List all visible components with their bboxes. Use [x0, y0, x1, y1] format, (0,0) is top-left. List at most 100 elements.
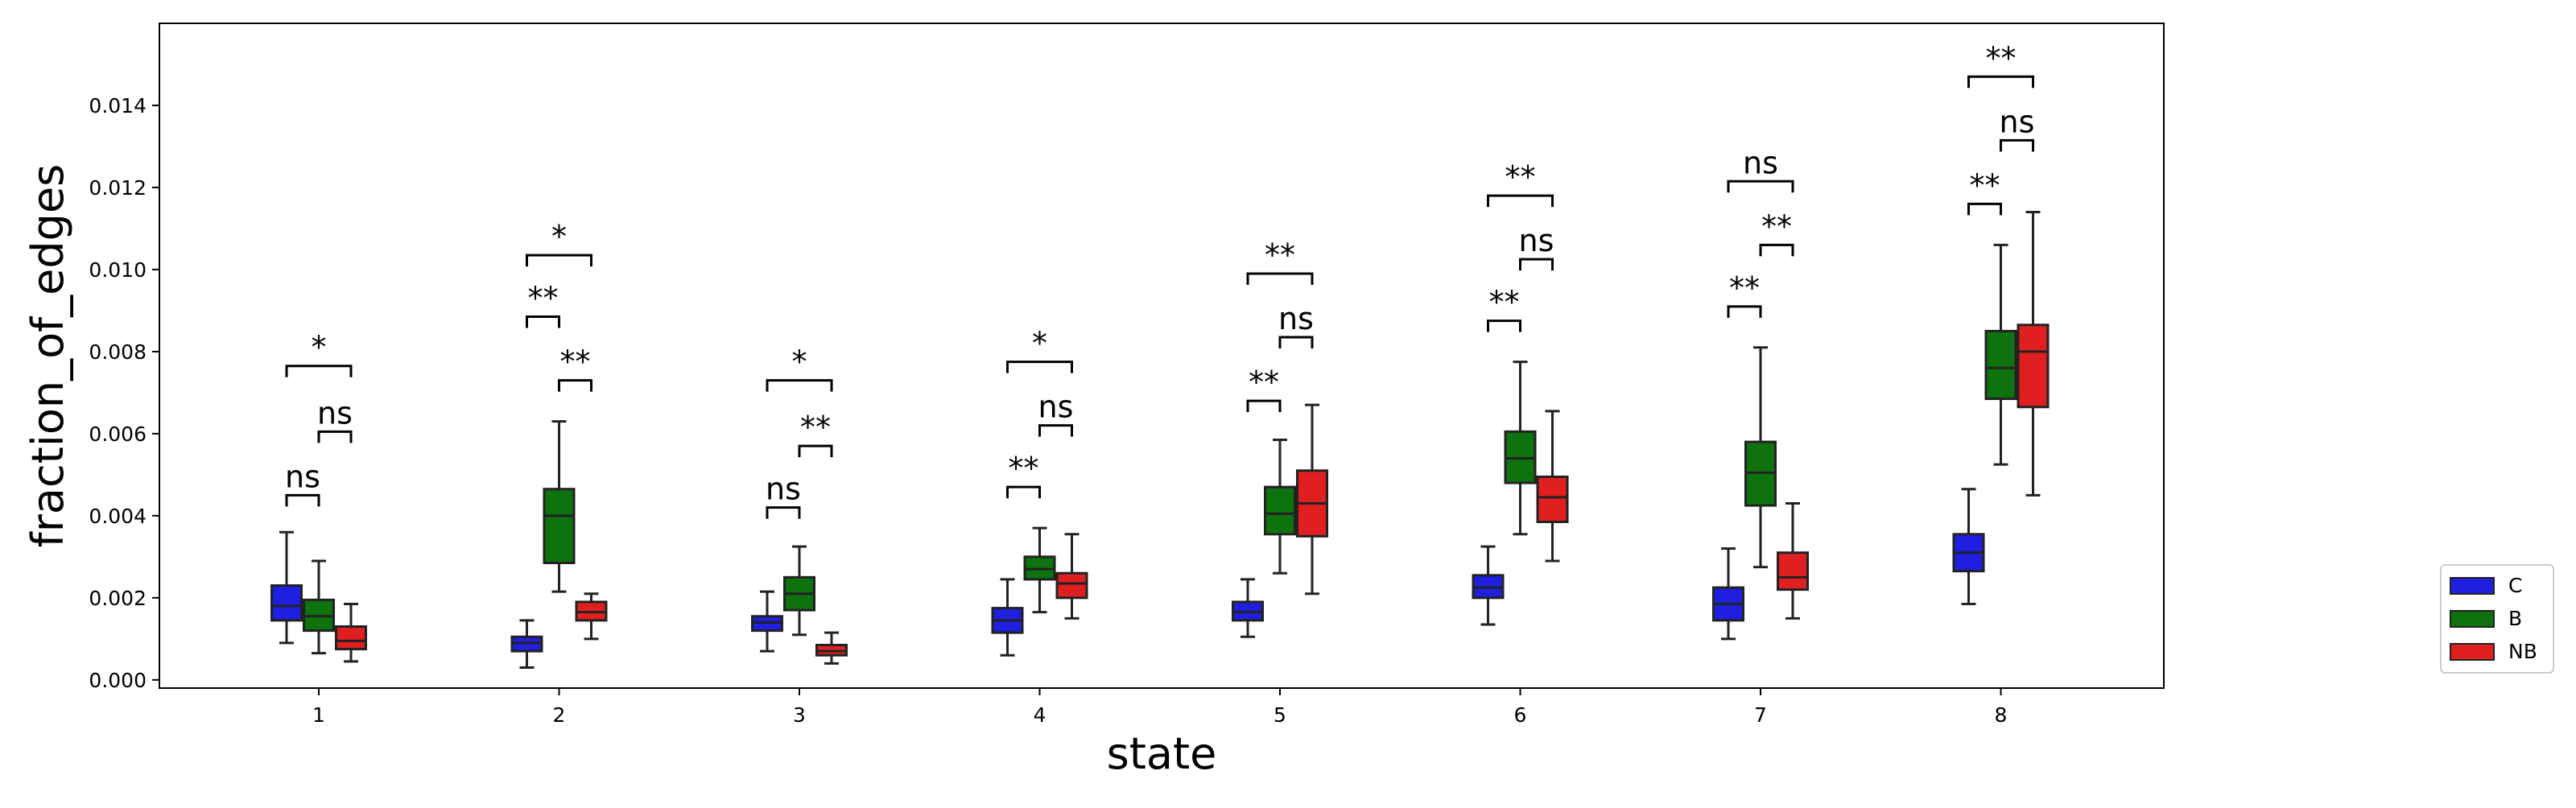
significance-label: ns: [1519, 223, 1554, 258]
box-C-state-7: [1712, 547, 1744, 641]
x-tick-label: 4: [1034, 703, 1046, 727]
significance-label: **: [1249, 365, 1279, 400]
bracket-line: [317, 430, 353, 443]
x-tick-label: 3: [793, 703, 806, 727]
y-tick-label: 0.010: [89, 258, 147, 282]
significance-bracket: **: [1759, 208, 1794, 257]
bracket-line: [766, 506, 801, 519]
significance-label: ns: [285, 459, 320, 494]
significance-bracket: ns: [317, 395, 353, 443]
y-tick-label: 0.000: [89, 669, 147, 692]
significance-bracket: ns: [1519, 223, 1554, 271]
bracket-line: [526, 254, 592, 267]
box-iqr: [1055, 571, 1088, 600]
box-B-state-6: [1504, 361, 1537, 536]
bracket-line: [1487, 319, 1521, 332]
bracket-line: [1519, 258, 1554, 271]
legend-swatch-B: [2450, 610, 2495, 628]
bracket-line: [2000, 138, 2034, 152]
significance-bracket: **: [1967, 40, 2034, 89]
legend-swatch-C: [2450, 577, 2495, 595]
significance-bracket: ns: [2000, 104, 2035, 152]
box-iqr: [1264, 485, 1296, 536]
bracket-line: [285, 365, 353, 377]
significance-label: **: [1986, 40, 2017, 76]
box-B-state-7: [1744, 346, 1777, 569]
axes: 0.000 0.002 0.004 0.006 0.008 0.010 0.012 0.014…: [23, 23, 2165, 779]
x-tick-label: 1: [312, 703, 325, 727]
significance-label: ns: [1743, 145, 1778, 180]
plot-frame: [159, 23, 2165, 689]
box-C-state-8: [1952, 488, 1985, 605]
box-C-state-3: [751, 590, 783, 653]
bracket-line: [1006, 361, 1073, 373]
significance-label: **: [1009, 451, 1039, 486]
significance-label: **: [528, 281, 559, 316]
bracket-line: [1278, 336, 1314, 349]
significance-bracket: *: [1006, 326, 1073, 373]
box-B-state-4: [1023, 526, 1056, 614]
box-iqr: [1984, 329, 2017, 401]
significance-label: **: [1761, 208, 1792, 244]
significance-label: **: [1505, 159, 1536, 195]
significance-bracket: **: [1967, 167, 2002, 216]
significance-label: ns: [1278, 301, 1314, 336]
significance-bracket: ns: [1038, 390, 1074, 437]
bracket-line: [1246, 272, 1314, 286]
x-tick-label: 2: [553, 703, 566, 727]
x-tick-label: 7: [1754, 703, 1767, 727]
box-B-state-8: [1984, 243, 2017, 466]
significance-bracket: **: [798, 410, 833, 458]
legend-label-NB: NB: [2508, 640, 2537, 663]
box-NB-state-3: [815, 631, 848, 665]
box-iqr: [270, 584, 303, 622]
significance-label: ns: [2000, 104, 2035, 139]
x-tick-label: 5: [1274, 703, 1286, 727]
y-tick-label: 0.006: [89, 423, 147, 446]
y-tick-label: 0.008: [89, 340, 147, 364]
bracket-line: [1727, 179, 1794, 193]
legend: CB NB: [2440, 564, 2554, 674]
significance-bracket: ns: [1727, 145, 1794, 193]
significance-bracket: **: [558, 344, 592, 392]
box-NB-state-8: [2017, 211, 2050, 497]
legend-label-B: B: [2508, 607, 2522, 630]
y-tick-label: 0.002: [89, 587, 147, 610]
y-axis-label: fraction_of_edges: [23, 164, 73, 548]
significance-label: **: [800, 410, 831, 445]
box-NB-state-5: [1296, 403, 1328, 596]
box-NB-state-4: [1055, 533, 1088, 620]
bracket-line: [1038, 424, 1073, 437]
box-iqr: [543, 488, 576, 564]
bracket-line: [1487, 194, 1554, 208]
significance-label: **: [1265, 237, 1295, 273]
significance-bracket: ns: [1278, 301, 1314, 349]
x-tick-label: 6: [1514, 703, 1527, 727]
significance-label: **: [1489, 285, 1520, 320]
box-NB-state-2: [575, 592, 608, 641]
box-B-state-1: [303, 559, 335, 655]
box-series: [270, 211, 2050, 670]
significance-bracket: **: [1006, 451, 1041, 499]
bracket-line: [766, 379, 833, 392]
significance-bracket: **: [526, 281, 560, 328]
box-C-state-4: [991, 578, 1024, 657]
significance-bracket: *: [285, 330, 353, 377]
significance-label: ns: [1038, 390, 1074, 425]
x-axis-label: state: [1107, 728, 1217, 779]
legend-swatch-NB: [2450, 643, 2495, 661]
box-iqr: [335, 625, 367, 651]
bracket-line: [526, 315, 560, 328]
significance-label: **: [1729, 270, 1760, 306]
significance-label: ns: [317, 395, 353, 431]
significance-label: *: [312, 330, 327, 365]
significance-label: *: [1032, 326, 1047, 361]
significance-bracket: **: [1487, 159, 1554, 208]
bracket-line: [558, 379, 592, 392]
bracket-line: [1759, 243, 1794, 257]
box-B-state-5: [1264, 439, 1296, 575]
box-C-state-5: [1232, 578, 1264, 638]
